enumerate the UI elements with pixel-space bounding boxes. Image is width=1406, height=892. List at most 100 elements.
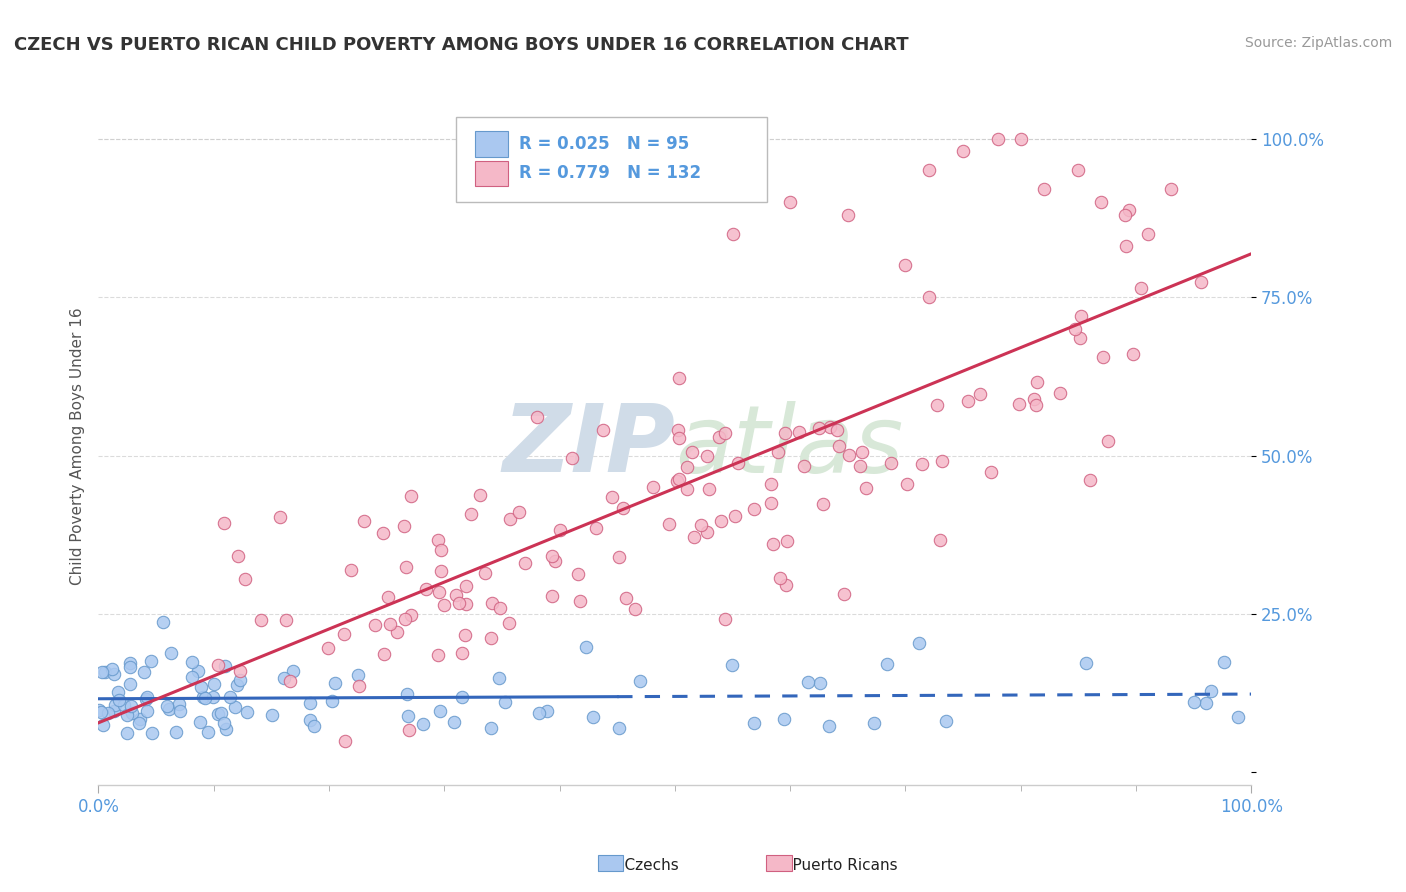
Point: [658, 517, 681, 532]
Point: [481, 597, 503, 611]
Point: [188, 714, 211, 729]
Point: [494, 695, 516, 709]
Point: [209, 706, 232, 721]
Point: [396, 708, 419, 723]
Point: [612, 501, 634, 516]
Point: [394, 612, 416, 626]
Point: [710, 515, 733, 529]
Point: [489, 601, 512, 615]
Point: [1118, 202, 1140, 217]
Point: [115, 707, 138, 722]
Point: [129, 713, 152, 727]
Point: [160, 646, 183, 660]
Point: [1199, 684, 1222, 698]
Point: [298, 696, 321, 710]
Point: [304, 718, 326, 732]
Point: [347, 679, 370, 693]
Point: [1212, 655, 1234, 669]
Point: [433, 598, 456, 612]
Point: [218, 690, 240, 705]
Point: [429, 705, 451, 719]
Point: [97, 706, 120, 721]
Point: [896, 476, 918, 491]
Point: [707, 430, 730, 444]
Point: [193, 690, 215, 704]
Point: [1069, 331, 1091, 345]
Point: [935, 714, 957, 728]
Point: [1067, 163, 1090, 178]
Point: [837, 208, 859, 222]
Bar: [766, 855, 792, 871]
Point: [353, 515, 375, 529]
Point: [346, 667, 368, 681]
Point: [214, 659, 236, 673]
Point: [969, 387, 991, 401]
Point: [373, 647, 395, 661]
Point: [456, 579, 478, 593]
Point: [828, 439, 851, 453]
Point: [100, 662, 122, 676]
Point: [340, 563, 363, 577]
Point: [194, 690, 217, 705]
Point: [167, 697, 190, 711]
Point: [796, 674, 818, 689]
Point: [1078, 474, 1101, 488]
Point: [681, 445, 703, 459]
Point: [333, 733, 356, 747]
Point: [202, 676, 225, 690]
Point: [808, 675, 831, 690]
Point: [526, 410, 548, 425]
Point: [1114, 208, 1136, 222]
Point: [832, 587, 855, 601]
Point: [399, 607, 422, 622]
Point: [181, 655, 204, 669]
Point: [468, 488, 491, 502]
Point: [385, 625, 408, 640]
Point: [721, 658, 744, 673]
Point: [908, 636, 931, 650]
Point: [1182, 695, 1205, 709]
Point: [668, 423, 690, 437]
Point: [392, 519, 415, 533]
Point: [283, 664, 305, 678]
Point: [1008, 397, 1031, 411]
Point: [600, 490, 623, 504]
Point: [1025, 398, 1047, 412]
Point: [543, 554, 565, 568]
Point: [1070, 310, 1092, 324]
Point: [323, 676, 346, 690]
Point: [273, 671, 295, 685]
Point: [460, 507, 482, 521]
Point: [567, 566, 589, 581]
Point: [1026, 375, 1049, 389]
Point: [742, 501, 765, 516]
Point: [1010, 132, 1032, 146]
Point: [697, 482, 720, 496]
Point: [141, 726, 163, 740]
Y-axis label: Child Poverty Among Boys Under 16: Child Poverty Among Boys Under 16: [69, 307, 84, 585]
Point: [689, 517, 711, 532]
Point: [575, 640, 598, 654]
Point: [321, 694, 343, 708]
Point: [401, 489, 423, 503]
Point: [134, 665, 156, 680]
Point: [94, 665, 117, 680]
Bar: [598, 855, 623, 871]
FancyBboxPatch shape: [475, 131, 508, 156]
Point: [427, 585, 450, 599]
Point: [894, 259, 917, 273]
Point: [773, 426, 796, 441]
Point: [229, 664, 252, 678]
Point: [450, 690, 472, 704]
Point: [474, 566, 496, 580]
Point: [931, 454, 953, 468]
Point: [91, 665, 114, 679]
Point: [121, 699, 143, 714]
Point: [454, 597, 477, 611]
Point: [676, 459, 699, 474]
Point: [1091, 350, 1114, 364]
Point: [592, 423, 614, 437]
Point: [775, 533, 797, 548]
Point: [766, 444, 789, 458]
Text: CZECH VS PUERTO RICAN CHILD POVERTY AMONG BOYS UNDER 16 CORRELATION CHART: CZECH VS PUERTO RICAN CHILD POVERTY AMON…: [14, 36, 908, 54]
